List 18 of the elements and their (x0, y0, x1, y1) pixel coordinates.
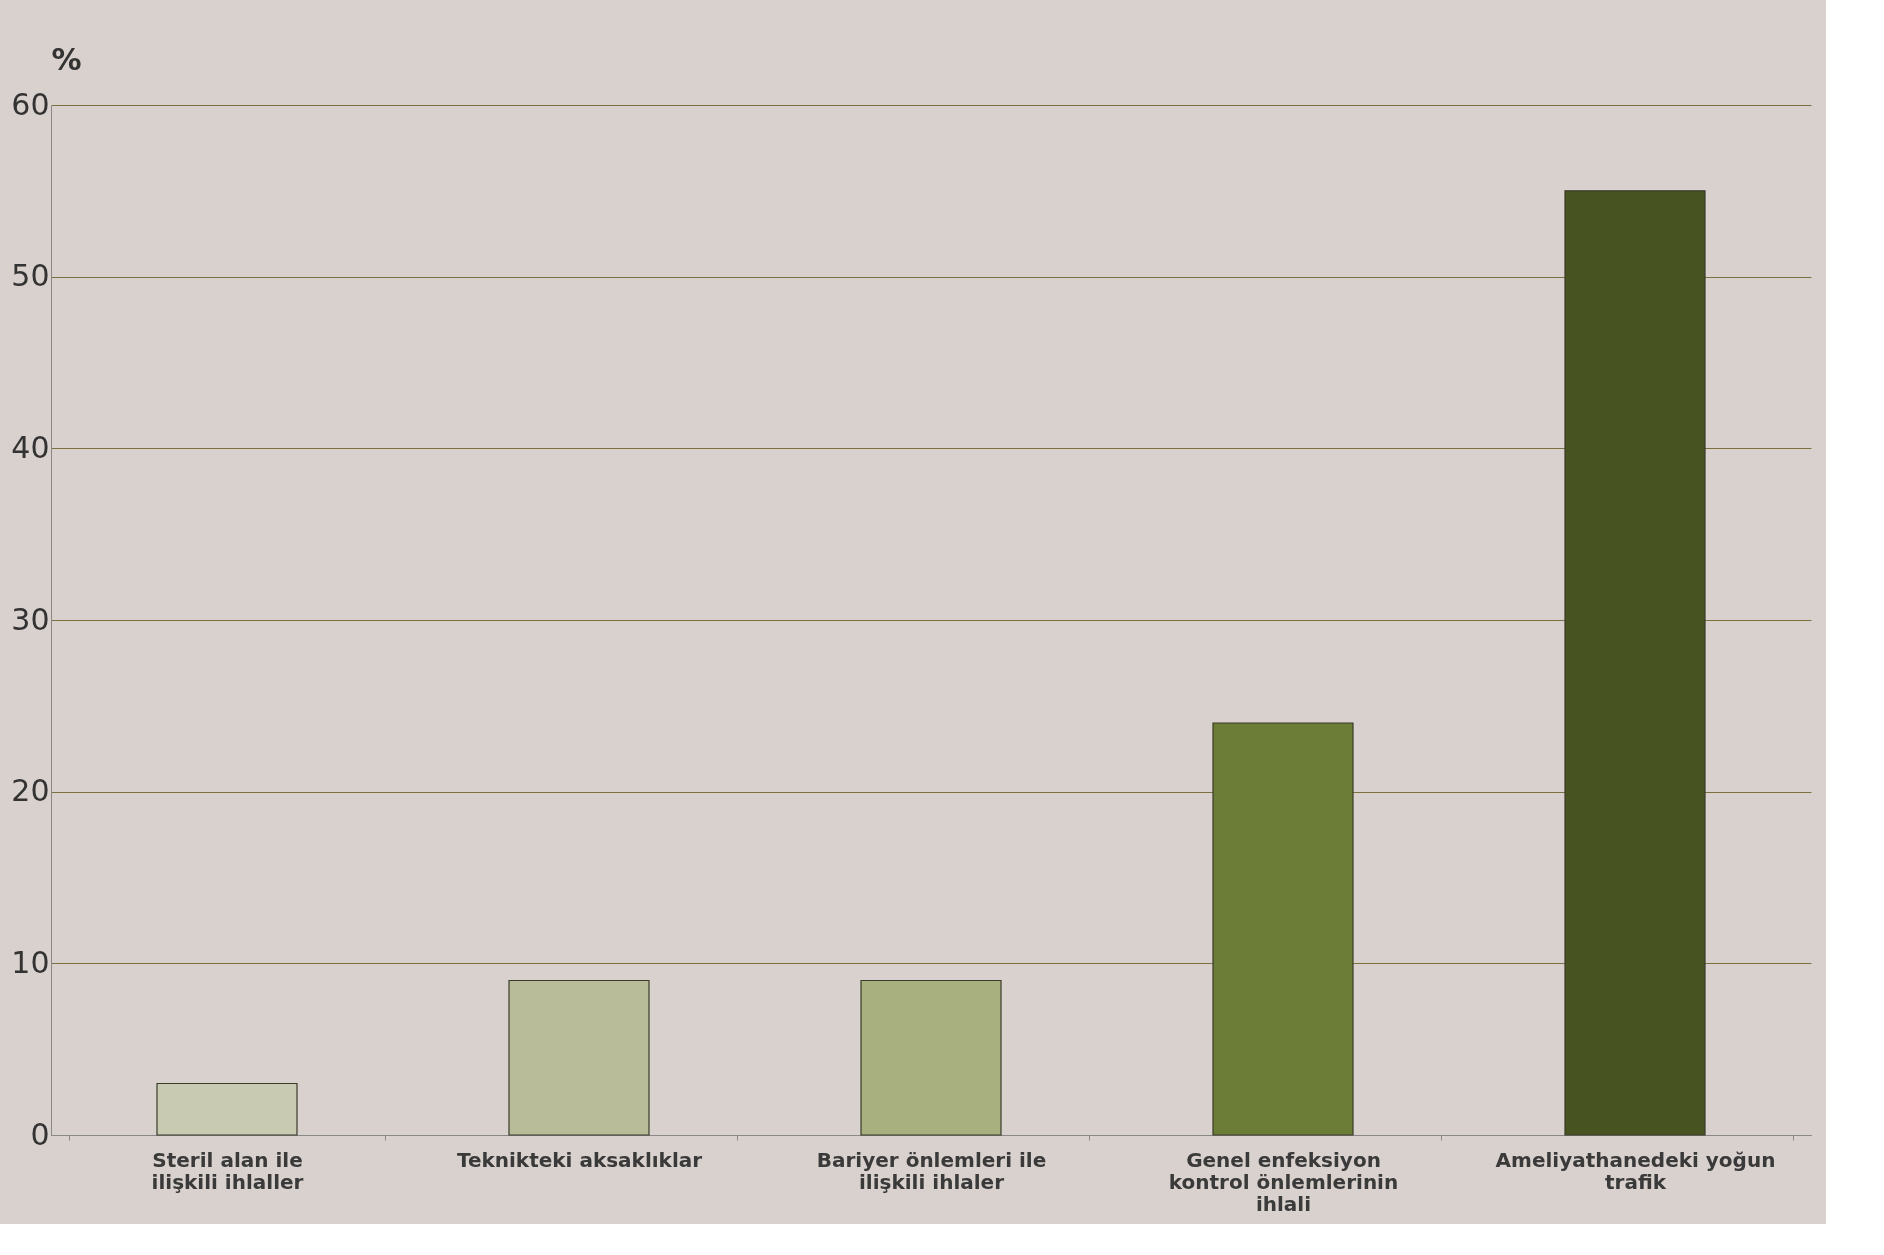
y-tick-label: 60 (11, 86, 50, 122)
y-tick-label: 50 (11, 258, 50, 294)
y-tick-label: 20 (11, 773, 50, 809)
bar (860, 979, 1002, 1136)
y-tick-label: 0 (30, 1116, 50, 1152)
y-tick-label: 40 (11, 429, 50, 465)
x-tick-label: Teknikteki aksaklıklar (456, 1147, 703, 1172)
x-tick-label: Genel enfeksiyon kontrol önlemlerinin ihlali (1168, 1147, 1399, 1216)
bar (1564, 190, 1706, 1136)
bar (1212, 722, 1354, 1136)
bar (508, 979, 650, 1136)
y-axis-title: % (51, 41, 82, 77)
x-tick-label: Steril alan ile ilişkili ihlaller (151, 1147, 304, 1194)
bar (156, 1082, 298, 1136)
y-tick-label: 30 (11, 601, 50, 637)
x-tick-label: Ameliyathanedeki yoğun trafik (1495, 1147, 1776, 1194)
y-tick-label: 10 (11, 944, 50, 980)
x-tick-label: Bariyer önlemleri ile ilişkili ihlaler (816, 1147, 1047, 1194)
